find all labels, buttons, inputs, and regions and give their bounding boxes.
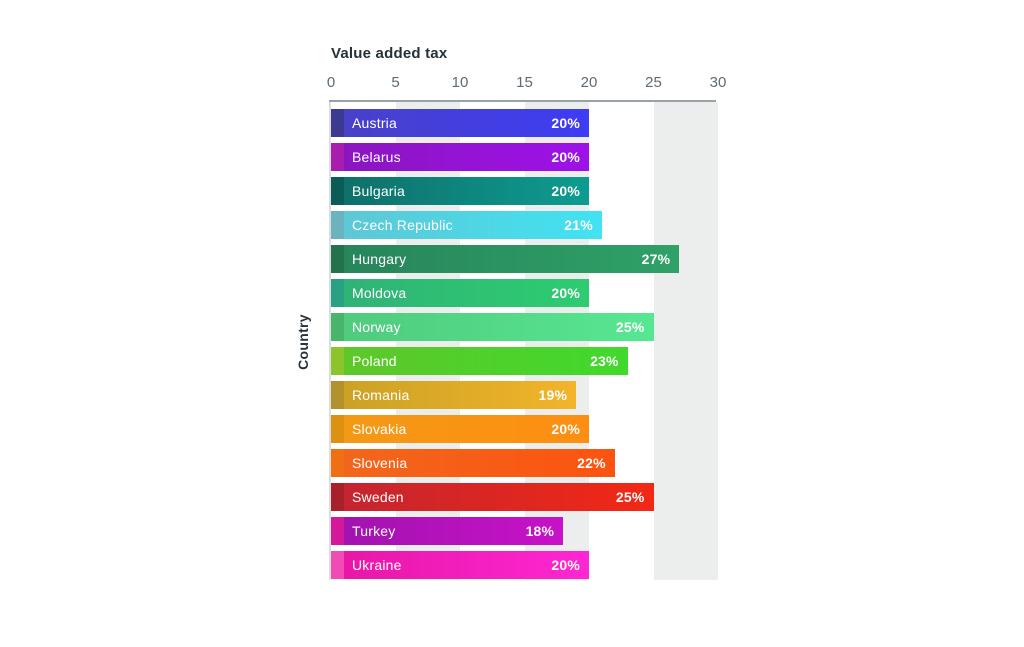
bar-country-label: Hungary [352, 251, 407, 267]
bar-left-cap [331, 381, 344, 409]
chart-title: Value added tax [331, 45, 448, 62]
bar-row: Belarus 20% [331, 143, 589, 171]
bar-row: Sweden 25% [331, 483, 654, 511]
bar-country-label: Austria [352, 115, 397, 131]
bar-value-label: 25% [615, 319, 645, 335]
y-axis-line [329, 102, 331, 580]
bar-row: Ukraine 20% [331, 551, 589, 579]
bar-left-cap [331, 415, 344, 443]
bar-row: Romania 19% [331, 381, 577, 409]
bar-row: Bulgaria 20% [331, 177, 589, 205]
bar-row: Slovenia 22% [331, 449, 615, 477]
bar-country-label: Poland [352, 353, 397, 369]
bar-row: Turkey 18% [331, 517, 564, 545]
bar-country-label: Belarus [352, 149, 401, 165]
bar-country-label: Bulgaria [352, 183, 405, 199]
bar-value-label: 27% [641, 251, 671, 267]
bar-row: Hungary 27% [331, 245, 680, 273]
bar-value-label: 20% [551, 149, 580, 165]
bar-value-label: 19% [538, 387, 568, 403]
bar-row: Slovakia 20% [331, 415, 589, 443]
x-tick-label: 25 [645, 74, 662, 91]
bar-value-label: 20% [551, 183, 580, 199]
bar-left-cap [331, 177, 344, 205]
bar-left-cap [331, 143, 344, 171]
bar-country-label: Czech Republic [352, 217, 453, 233]
bar-value-label: 20% [551, 421, 580, 437]
bar-row: Moldova 20% [331, 279, 589, 307]
bar-row: Austria 20% [331, 109, 589, 137]
x-axis-ticks: 0 5 10 15 20 25 30 [327, 74, 727, 92]
bar-country-label: Sweden [352, 489, 404, 505]
bar-group: Austria 20% Belarus 20% Bulgaria 20% Czech Rep… [331, 109, 680, 585]
bar-row: Poland 23% [331, 347, 628, 375]
bar-row: Norway 25% [331, 313, 654, 341]
x-axis-line [329, 100, 716, 102]
bar-left-cap [331, 245, 344, 273]
bar-country-label: Slovenia [352, 455, 408, 471]
plot-area: Austria 20% Belarus 20% Bulgaria 20% Czech Rep… [329, 100, 718, 580]
x-tick-label: 5 [391, 74, 400, 91]
bar-left-cap [331, 517, 344, 545]
bar-row: Czech Republic 21% [331, 211, 602, 239]
x-tick-label: 30 [709, 74, 727, 91]
bar-left-cap [331, 347, 344, 375]
bar-value-label: 20% [551, 285, 580, 301]
bar-left-cap [331, 551, 344, 579]
bar-value-label: 20% [551, 115, 580, 131]
bar-value-label: 18% [525, 523, 555, 539]
y-axis-label: Country [295, 314, 311, 370]
bar-country-label: Romania [352, 387, 410, 403]
bar-country-label: Turkey [352, 523, 396, 539]
bar-left-cap [331, 449, 344, 477]
bar-value-label: 22% [577, 455, 606, 471]
bar-country-label: Moldova [352, 285, 407, 301]
bar-value-label: 23% [590, 353, 619, 369]
bar-left-cap [331, 483, 344, 511]
bar-value-label: 21% [564, 217, 593, 233]
x-tick-label: 20 [580, 74, 598, 91]
bar-left-cap [331, 279, 344, 307]
x-tick-label: 15 [516, 74, 533, 91]
bar-country-label: Slovakia [352, 421, 407, 437]
bar-left-cap [331, 109, 344, 137]
bar-country-label: Ukraine [352, 557, 402, 573]
x-tick-label: 10 [451, 74, 469, 91]
bar-left-cap [331, 211, 344, 239]
bar-left-cap [331, 313, 344, 341]
bar-country-label: Norway [352, 319, 401, 335]
grid-band [653, 102, 718, 580]
bar-value-label: 25% [615, 489, 645, 505]
x-tick-label: 0 [326, 74, 336, 91]
bar-value-label: 20% [551, 557, 580, 573]
